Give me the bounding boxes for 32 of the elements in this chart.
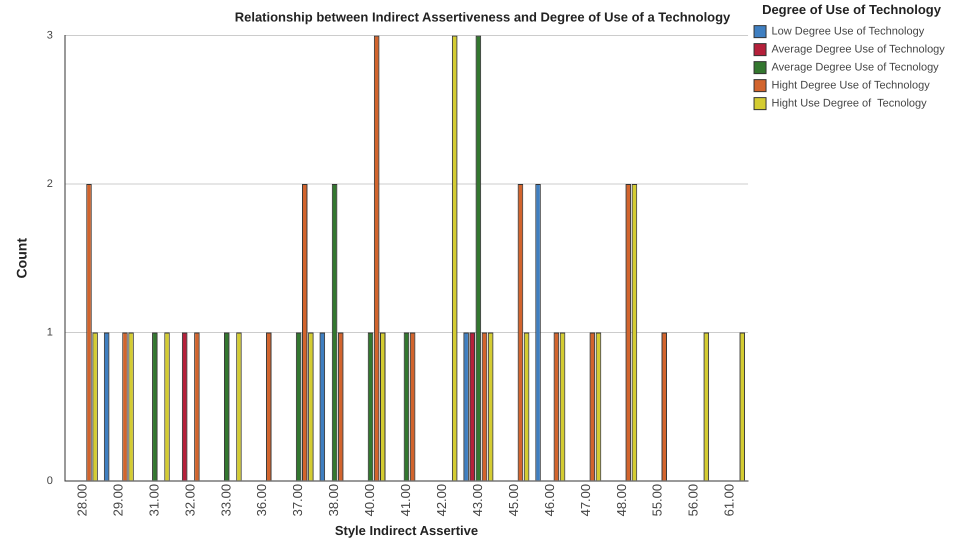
x-tick-label: 55.00 [650, 484, 665, 516]
x-tick-label: 37.00 [290, 484, 306, 516]
x-tick-label: 43.00 [470, 484, 485, 516]
x-tick-label: 46.00 [542, 484, 557, 516]
legend-label: Hight Use Degree of Tecnology [772, 98, 928, 110]
y-tick-label: 1 [46, 326, 53, 338]
x-tick-label: 56.00 [686, 484, 701, 516]
x-tick-label: 32.00 [182, 484, 198, 516]
legend-label: Hight Degree Use of Technology [772, 80, 930, 92]
x-tick-label: 47.00 [578, 484, 593, 516]
x-tick-label: 45.00 [506, 484, 521, 516]
x-tick-label: 28.00 [74, 484, 90, 516]
legend-title: Degree of Use of Technology [762, 2, 942, 18]
legend-label: Average Degree Use of Tecnology [772, 62, 940, 74]
y-tick-label: 2 [46, 178, 53, 190]
x-tick-label: 42.00 [434, 484, 450, 516]
x-tick-label: 38.00 [326, 484, 342, 516]
x-tick-label: 36.00 [254, 484, 270, 516]
x-tick-label: 48.00 [614, 484, 629, 516]
legend-label: Low Degree Use of Technology [772, 26, 925, 38]
x-tick-label: 33.00 [218, 484, 234, 516]
x-tick-label: 31.00 [146, 484, 162, 516]
y-tick-label: 3 [46, 30, 53, 42]
x-axis-title: Style Indirect Assertive [334, 522, 478, 538]
x-tick-label: 41.00 [398, 484, 414, 516]
chart-title: Relationship between Indirect Assertiveness and Degree of Use of a Technology [234, 9, 732, 24]
x-tick-label: 29.00 [110, 484, 126, 516]
x-tick-label: 61.00 [722, 484, 737, 516]
legend-label: Average Degree Use of Technology [772, 44, 946, 56]
y-tick-label: 0 [46, 474, 53, 487]
y-axis-title: Count [13, 238, 30, 278]
x-tick-label: 40.00 [362, 484, 378, 516]
